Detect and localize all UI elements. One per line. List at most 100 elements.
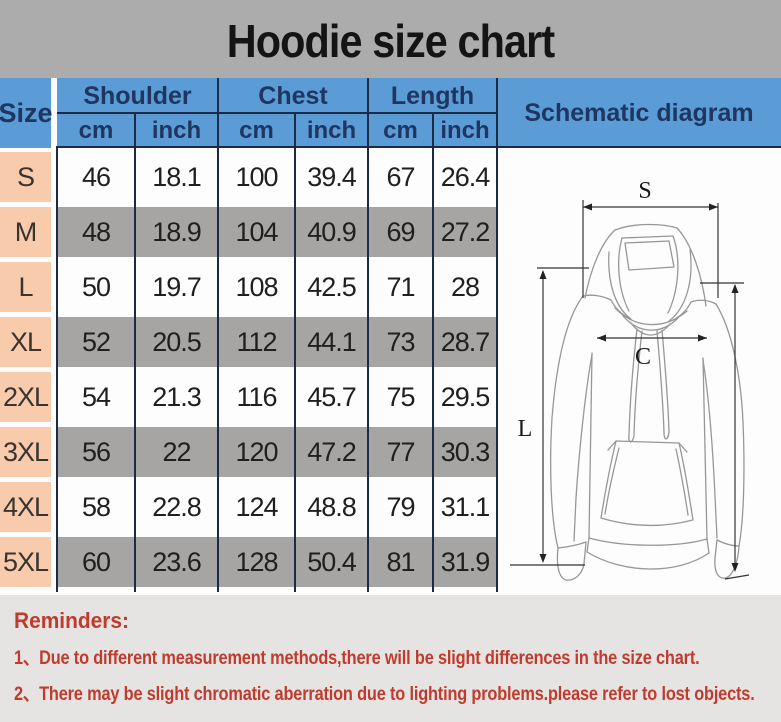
reminder-item-1: 1、Due to different measurement methods,t… — [14, 648, 700, 669]
value-cell: 71 — [386, 272, 415, 302]
value-cell: 31.9 — [440, 547, 491, 577]
table-divider — [134, 112, 136, 592]
table-divider — [56, 146, 58, 592]
table-divider — [57, 112, 497, 114]
page-title: Hoodie size chart — [226, 15, 555, 67]
table-row: 3XL 56 22 120 47.2 77 30.3 — [0, 427, 497, 477]
row-band — [57, 152, 497, 202]
table-divider — [217, 78, 219, 592]
value-cell: 22 — [162, 437, 191, 467]
column-header-schematic: Schematic diagram — [497, 78, 781, 148]
reminders-section: Reminders: 1、Due to different measuremen… — [0, 595, 781, 722]
value-cell: 108 — [235, 272, 278, 302]
schematic-diagram: S C L — [497, 148, 781, 595]
hoodie-sketch-image: S C L — [510, 178, 750, 581]
dimension-arrowheads — [539, 203, 739, 572]
value-cell: 48.8 — [307, 492, 357, 522]
value-cell: 100 — [235, 162, 278, 192]
table-row: M 48 18.9 104 40.9 69 27.2 — [0, 207, 497, 257]
size-label: 3XL — [0, 427, 51, 477]
table-divider — [367, 78, 369, 592]
size-table: Size Shoulder Chest Length cm inch cm in… — [0, 78, 781, 595]
value-cell: 67 — [386, 162, 415, 192]
column-header-chest: Chest — [218, 78, 368, 114]
row-band — [57, 262, 497, 312]
value-cell: 40.9 — [307, 217, 357, 247]
value-cell: 45.7 — [307, 382, 357, 412]
unit-header-chest-inch: inch — [295, 114, 368, 148]
value-cell: 50 — [81, 272, 111, 302]
value-cell: 79 — [386, 492, 415, 522]
unit-header-shoulder-cm: cm — [57, 114, 135, 148]
value-cell: 22.8 — [152, 492, 202, 522]
value-cell: 28 — [450, 272, 480, 302]
value-cell: 73 — [386, 327, 415, 357]
table-divider — [57, 146, 781, 148]
column-header-size: Size — [0, 78, 53, 148]
length-dimension-label: L — [518, 416, 533, 442]
value-cell: 69 — [386, 217, 415, 247]
value-cell: 29.5 — [440, 382, 491, 412]
value-cell: 116 — [236, 382, 277, 412]
value-cell: 56 — [81, 437, 111, 467]
value-cell: 20.5 — [152, 327, 202, 357]
size-label: 4XL — [0, 482, 51, 532]
value-cell: 26.4 — [440, 162, 491, 192]
shoulder-dimension-label: S — [638, 178, 651, 204]
value-cell: 104 — [235, 217, 278, 247]
table-row: 5XL 60 23.6 128 50.4 81 31.9 — [0, 537, 497, 587]
table-row: L 50 19.7 108 42.5 71 28 — [0, 262, 497, 312]
value-cell: 18.9 — [152, 217, 202, 247]
size-label: XL — [0, 317, 51, 367]
reminder-item-2: 2、There may be slight chromatic aberrati… — [14, 684, 755, 705]
table-row: S 46 18.1 100 39.4 67 26.4 — [0, 152, 497, 202]
value-cell: 81 — [386, 547, 415, 577]
row-band — [57, 482, 497, 532]
value-cell: 124 — [235, 492, 278, 522]
size-label: S — [0, 152, 51, 202]
value-cell: 19.7 — [152, 272, 202, 302]
value-cell: 46 — [81, 162, 111, 192]
size-label: L — [0, 262, 51, 312]
column-header-length: Length — [368, 78, 497, 114]
size-label: 2XL — [0, 372, 51, 422]
value-cell: 54 — [81, 382, 111, 412]
column-header-shoulder: Shoulder — [57, 78, 218, 114]
value-cell: 77 — [386, 437, 415, 467]
dimension-lines — [510, 200, 750, 580]
value-cell: 47.2 — [307, 437, 357, 467]
row-band — [57, 537, 497, 587]
value-cell: 31.1 — [440, 492, 491, 522]
table-divider — [496, 78, 498, 592]
value-cell: 52 — [81, 327, 111, 357]
row-band — [57, 207, 497, 257]
value-cell: 48 — [81, 217, 111, 247]
value-cell: 30.3 — [440, 437, 491, 467]
row-band — [57, 372, 497, 422]
reminders-heading: Reminders: — [14, 608, 129, 633]
value-cell: 44.1 — [307, 327, 357, 357]
value-cell: 21.3 — [152, 382, 202, 412]
value-cell: 39.4 — [307, 162, 357, 192]
unit-header-length-cm: cm — [368, 114, 433, 148]
table-row: 4XL 58 22.8 124 48.8 79 31.1 — [0, 482, 497, 532]
table-divider — [294, 112, 296, 592]
row-band — [57, 317, 497, 367]
value-cell: 60 — [81, 547, 111, 577]
size-label: 5XL — [0, 537, 51, 587]
value-cell: 27.2 — [440, 217, 491, 247]
value-cell: 128 — [235, 547, 278, 577]
table-row: XL 52 20.5 112 44.1 73 28.7 — [0, 317, 497, 367]
table-divider — [432, 112, 434, 592]
title-band — [0, 0, 781, 78]
value-cell: 50.4 — [307, 547, 357, 577]
value-cell: 18.1 — [152, 162, 202, 192]
value-cell: 120 — [235, 437, 278, 467]
value-cell: 112 — [236, 327, 277, 357]
unit-header-length-inch: inch — [433, 114, 497, 148]
chest-dimension-label: C — [635, 344, 651, 370]
size-label: M — [0, 207, 51, 257]
value-cell: 42.5 — [307, 272, 357, 302]
unit-header-shoulder-inch: inch — [135, 114, 218, 148]
